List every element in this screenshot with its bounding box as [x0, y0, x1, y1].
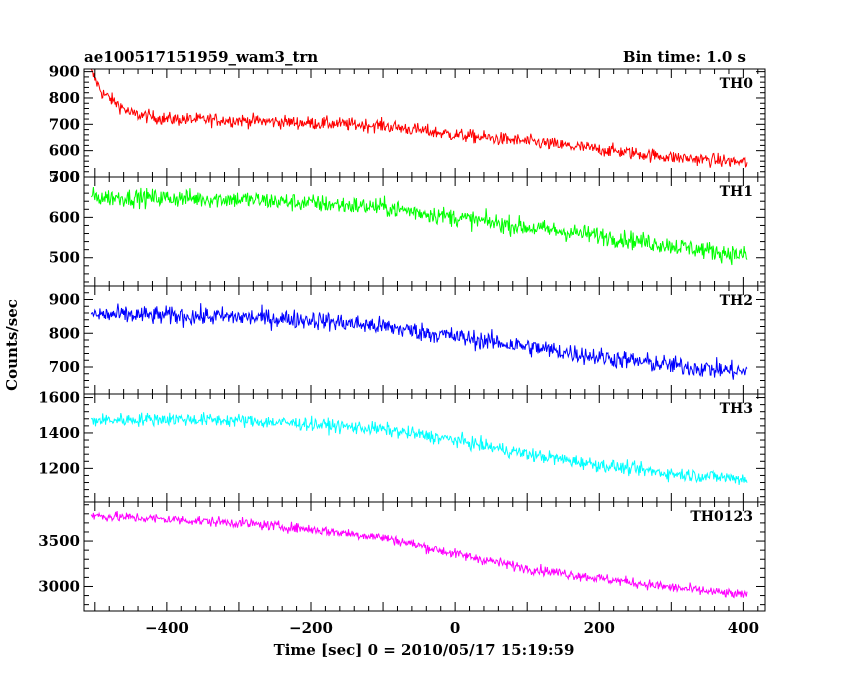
y-tick-label: 700	[49, 168, 80, 186]
y-tick-label: 500	[49, 168, 80, 186]
panel-frame	[83, 501, 766, 612]
panel-th0123: TH0123 3000 3500	[38, 501, 766, 612]
y-tick-label: 900	[49, 291, 80, 309]
bin-time-label: Bin time: 1.0 s	[623, 48, 746, 66]
y-tick-label: 800	[49, 89, 80, 107]
y-tick-label: 700	[49, 358, 80, 376]
y-tick-label: 3500	[38, 532, 80, 550]
panels-group: TH0 500 600 700 800 900 TH1 500 600 700 TH2 700 800 9…	[38, 63, 766, 612]
series-th2	[90, 303, 748, 380]
chart-title: ae100517151959_wam3_trn	[84, 48, 318, 66]
panel-label-th0: TH0	[720, 76, 754, 92]
x-axis: −400 −200 0 200 400	[145, 619, 759, 637]
y-tick-label: 1400	[38, 424, 80, 442]
x-tick-label: −400	[145, 619, 189, 637]
series-th3	[90, 412, 748, 485]
y-tick-label: 1600	[38, 389, 80, 407]
panel-label-th3: TH3	[720, 401, 753, 417]
x-tick-label: 0	[450, 619, 460, 637]
y-tick-label: 600	[49, 208, 80, 226]
x-tick-label: 400	[728, 619, 759, 637]
y-tick-label: 600	[49, 142, 80, 160]
panel-label-th1: TH1	[720, 184, 753, 200]
x-tick-label: −200	[289, 619, 333, 637]
y-tick-label: 700	[49, 115, 80, 133]
x-axis-title: Time [sec] 0 = 2010/05/17 15:19:59	[274, 641, 575, 659]
y-tick-label: 3000	[38, 578, 80, 596]
y-tick-label: 1200	[38, 459, 80, 477]
y-axis-title: Counts/sec	[3, 299, 21, 391]
series-th1	[90, 186, 748, 266]
y-tick-label: 500	[49, 249, 80, 267]
panel-label-th2: TH2	[720, 293, 753, 309]
series-th0123	[90, 510, 748, 599]
y-tick-label: 900	[49, 63, 80, 81]
series-th0	[90, 69, 748, 168]
x-tick-label: 200	[584, 619, 615, 637]
y-tick-label: 800	[49, 324, 80, 342]
panel-label-th0123: TH0123	[690, 509, 753, 525]
